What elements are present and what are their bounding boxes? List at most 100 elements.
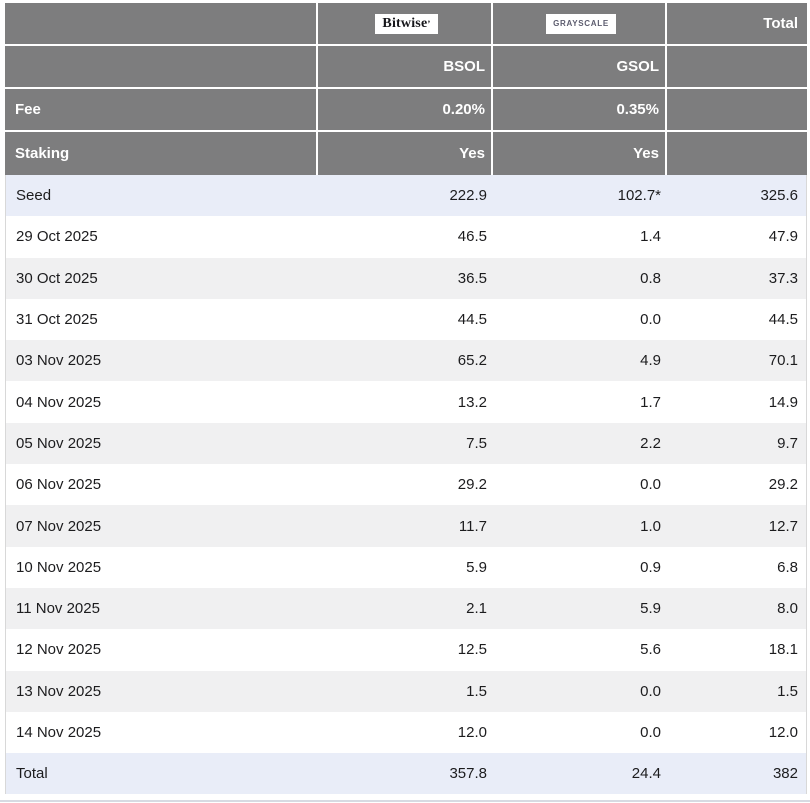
total-value: 47.9 bbox=[768, 228, 798, 246]
bsol-value: 12.0 bbox=[457, 724, 487, 741]
total-value: 382 bbox=[772, 765, 798, 783]
table-row: 05 Nov 2025 7.5 2.2 9.7 bbox=[6, 422, 806, 465]
bsol-value: 5.9 bbox=[466, 558, 487, 576]
staking-label: Staking bbox=[5, 132, 318, 175]
fee-gsol: 0.35% bbox=[493, 89, 667, 130]
row-label: 11 Nov 2025 bbox=[16, 600, 100, 618]
table-row: 07 Nov 2025 11.7 1.0 12.7 bbox=[6, 505, 806, 547]
table-row: 13 Nov 2025 1.5 0.0 1.5 bbox=[6, 670, 806, 712]
header-cell-total: Total bbox=[763, 15, 798, 32]
total-value: 9.7 bbox=[777, 434, 798, 452]
row-label: Total bbox=[16, 765, 48, 783]
header-row-tickers: BSOL GSOL bbox=[5, 46, 807, 89]
staking-bsol: Yes bbox=[318, 132, 493, 175]
header-row-staking: Staking Yes Yes bbox=[5, 132, 807, 175]
total-value: 44.5 bbox=[768, 311, 798, 329]
bsol-value: 36.5 bbox=[457, 269, 487, 287]
total-value: 12.7 bbox=[768, 517, 798, 535]
total-value: 14.9 bbox=[768, 393, 798, 411]
gsol-value: 1.7 bbox=[640, 393, 661, 411]
header-cell-bitwise: Bitwise’ bbox=[318, 3, 493, 44]
table-row: Total 357.8 24.4 382 bbox=[6, 753, 806, 795]
gsol-value: 0.0 bbox=[640, 682, 661, 700]
gsol-value: 5.6 bbox=[640, 641, 661, 659]
gsol-value: 0.0 bbox=[640, 724, 661, 741]
gsol-value: 0.0 bbox=[640, 311, 661, 329]
gsol-value: 24.4 bbox=[631, 765, 661, 783]
grayscale-logo: GRAYSCALE bbox=[546, 13, 616, 34]
header-cell-empty bbox=[667, 89, 807, 130]
header-cell-empty bbox=[5, 46, 318, 87]
bsol-value: 44.5 bbox=[457, 311, 487, 329]
gsol-value: 4.9 bbox=[640, 352, 661, 370]
fee-bsol: 0.20% bbox=[318, 89, 493, 130]
total-value: 6.8 bbox=[777, 558, 798, 576]
header-cell-empty bbox=[667, 46, 807, 87]
bsol-value: 11.7 bbox=[458, 517, 487, 535]
row-label: Seed bbox=[16, 187, 52, 205]
bsol-value: 7.5 bbox=[466, 434, 487, 452]
row-label: 14 Nov 2025 bbox=[16, 724, 102, 741]
ticker-gsol: GSOL bbox=[493, 46, 667, 87]
bsol-value: 2.1 bbox=[466, 600, 487, 618]
table-row: 12 Nov 2025 12.5 5.6 18.1 bbox=[6, 629, 806, 671]
etf-flows-table: Bitwise’ GRAYSCALE Total BSOL GSOL Fee 0… bbox=[5, 3, 807, 795]
header-cell-grayscale: GRAYSCALE bbox=[493, 3, 667, 44]
ticker-bsol: BSOL bbox=[318, 46, 493, 87]
bottom-divider bbox=[0, 800, 810, 802]
table-row: 06 Nov 2025 29.2 0.0 29.2 bbox=[6, 464, 806, 506]
row-label: 10 Nov 2025 bbox=[16, 558, 102, 576]
table-row: 04 Nov 2025 13.2 1.7 14.9 bbox=[6, 381, 806, 423]
bsol-value: 12.5 bbox=[457, 641, 487, 659]
table-row: Seed 222.9 102.7* 325.6 bbox=[6, 175, 806, 217]
staking-gsol: Yes bbox=[493, 132, 667, 175]
total-value: 70.1 bbox=[768, 352, 798, 370]
total-value: 37.3 bbox=[768, 269, 798, 287]
bitwise-logo-text: Bitwise bbox=[382, 15, 428, 31]
bsol-value: 222.9 bbox=[449, 187, 487, 205]
gsol-value: 1.4 bbox=[640, 228, 661, 246]
total-value: 12.0 bbox=[768, 724, 798, 741]
gsol-value: 5.9 bbox=[640, 600, 661, 618]
row-label: 03 Nov 2025 bbox=[16, 352, 102, 370]
table-header: Bitwise’ GRAYSCALE Total BSOL GSOL Fee 0… bbox=[5, 3, 807, 175]
row-label: 04 Nov 2025 bbox=[16, 393, 102, 411]
row-label: 31 Oct 2025 bbox=[16, 311, 98, 329]
bsol-value: 29.2 bbox=[457, 476, 487, 494]
table-row: 10 Nov 2025 5.9 0.9 6.8 bbox=[6, 546, 806, 588]
bsol-value: 65.2 bbox=[457, 352, 487, 370]
table-row: 14 Nov 2025 12.0 0.0 12.0 bbox=[6, 711, 806, 754]
bitwise-logo-mark: ’ bbox=[427, 18, 431, 29]
row-label: 05 Nov 2025 bbox=[16, 434, 102, 452]
header-cell-empty bbox=[667, 132, 807, 175]
table-row: 30 Oct 2025 36.5 0.8 37.3 bbox=[6, 257, 806, 299]
header-row-issuers: Bitwise’ GRAYSCALE Total bbox=[5, 3, 807, 46]
row-label: 12 Nov 2025 bbox=[16, 641, 102, 659]
header-cell-empty bbox=[5, 3, 318, 44]
total-value: 29.2 bbox=[768, 476, 798, 494]
gsol-value: 2.2 bbox=[640, 434, 661, 452]
gsol-value: 1.0 bbox=[640, 517, 661, 535]
row-label: 07 Nov 2025 bbox=[16, 517, 102, 535]
gsol-value: 0.9 bbox=[640, 558, 661, 576]
gsol-value: 0.8 bbox=[640, 269, 661, 287]
total-value: 325.6 bbox=[760, 187, 798, 205]
header-row-fee: Fee 0.20% 0.35% bbox=[5, 89, 807, 132]
bsol-value: 13.2 bbox=[457, 393, 487, 411]
bsol-value: 1.5 bbox=[466, 682, 487, 700]
bitwise-logo: Bitwise’ bbox=[375, 13, 438, 34]
row-label: 30 Oct 2025 bbox=[16, 269, 98, 287]
gsol-value: 0.0 bbox=[640, 476, 661, 494]
bsol-value: 357.8 bbox=[449, 765, 487, 783]
bsol-value: 46.5 bbox=[457, 228, 487, 246]
row-label: 29 Oct 2025 bbox=[16, 228, 98, 246]
table-row: 31 Oct 2025 44.5 0.0 44.5 bbox=[6, 298, 806, 341]
gsol-value: 102.7* bbox=[617, 187, 661, 205]
total-value: 8.0 bbox=[777, 600, 798, 618]
row-label: 13 Nov 2025 bbox=[16, 682, 102, 700]
table-row: 29 Oct 2025 46.5 1.4 47.9 bbox=[6, 216, 806, 258]
row-label: 06 Nov 2025 bbox=[16, 476, 102, 494]
table-row: 11 Nov 2025 2.1 5.9 8.0 bbox=[6, 587, 806, 630]
table-row: 03 Nov 2025 65.2 4.9 70.1 bbox=[6, 340, 806, 382]
total-value: 18.1 bbox=[768, 641, 798, 659]
